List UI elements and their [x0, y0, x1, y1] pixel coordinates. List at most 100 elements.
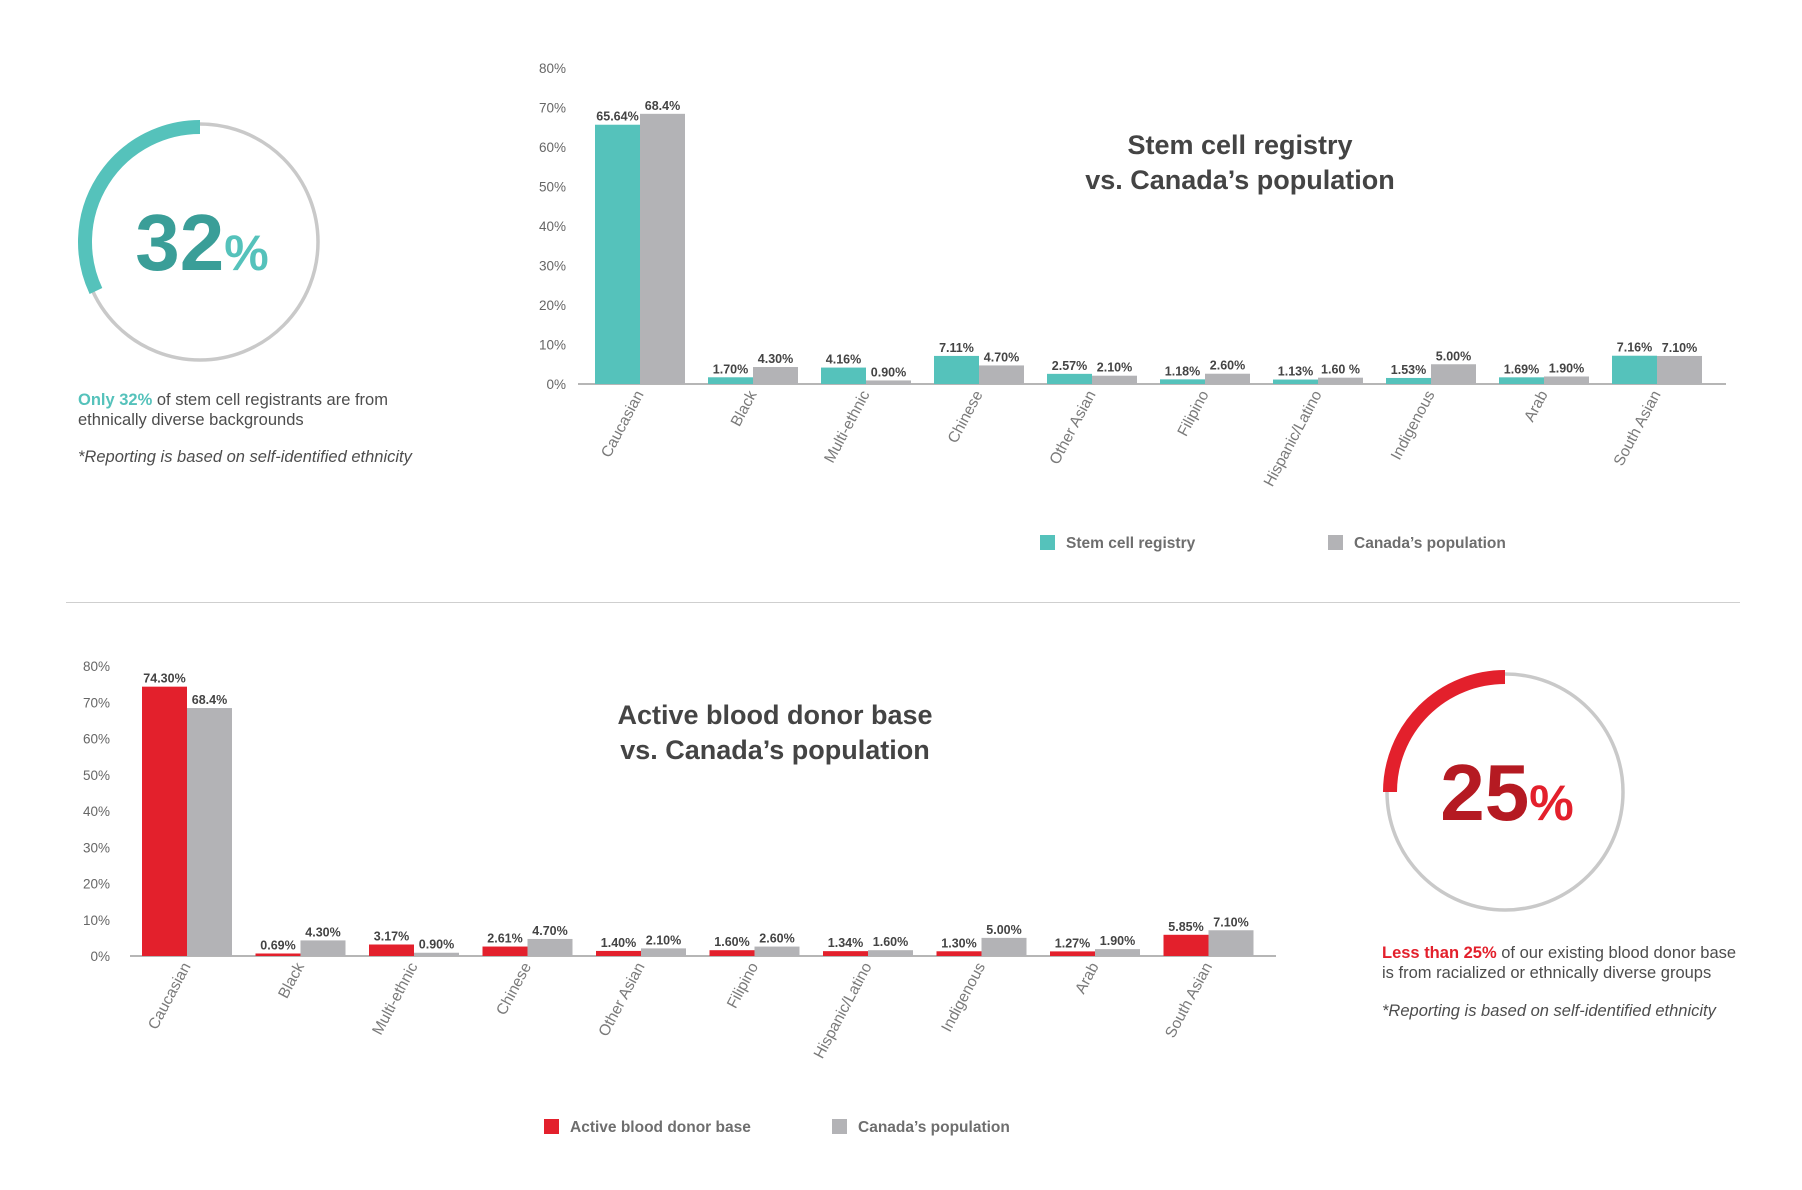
blood-category-label: Black [275, 960, 308, 1002]
stem-category-label: Caucasian [598, 388, 647, 461]
stem-bar-population [1205, 373, 1250, 384]
stem-data-label: 7.16% [1617, 341, 1652, 355]
blood-data-label: 1.30% [941, 936, 976, 950]
stem-summary-rest: of stem cell registrants are from [152, 391, 388, 409]
blood-data-label: 3.17% [374, 930, 409, 944]
stem-category-label: Other Asian [1046, 388, 1099, 467]
blood-category-label: Caucasian [145, 960, 194, 1033]
stem-bar-population [753, 367, 798, 384]
blood-ytick-label: 50% [83, 768, 110, 783]
stem-bar-primary [1499, 377, 1544, 384]
stem-bar-primary [1386, 377, 1431, 384]
stem-ytick-label: 30% [539, 259, 566, 274]
blood-data-label: 0.90% [419, 938, 454, 952]
stem-bar-population [866, 380, 911, 384]
blood-summary-rest: of our existing blood donor base [1496, 944, 1737, 962]
blood-category-label: Other Asian [595, 960, 648, 1039]
stem-ytick-label: 50% [539, 180, 566, 195]
stem-data-label: 4.70% [984, 350, 1019, 364]
blood-bar-population [981, 937, 1027, 956]
stem-ytick-label: 80% [539, 61, 566, 76]
blood-data-label: 4.70% [532, 924, 567, 938]
stem-category-label: Black [728, 388, 761, 430]
stem-ytick-label: 0% [546, 377, 566, 392]
blood-legend-label: Canada’s population [858, 1119, 1010, 1136]
stem-data-label: 1.60 % [1321, 363, 1360, 377]
stem-data-label: 4.30% [758, 352, 793, 366]
stem-category-label: Chinese [945, 388, 987, 446]
blood-bar-population [187, 708, 232, 956]
stem-bar-population [1318, 377, 1363, 384]
blood-category-label: Hispanic/Latino [811, 960, 876, 1062]
blood-data-label: 5.00% [986, 923, 1021, 937]
blood-ytick-label: 80% [83, 659, 110, 674]
blood-bar-population [641, 948, 686, 956]
stem-category-label: Indigenous [1388, 388, 1439, 463]
stem-data-label: 4.16% [826, 353, 861, 367]
stem-ytick-label: 40% [539, 219, 566, 234]
blood-data-label: 5.85% [1168, 920, 1203, 934]
stem-bar-population [1431, 364, 1476, 384]
stem-category-label: Filipino [1174, 388, 1212, 439]
stem-summary-highlight: Only 32% [78, 391, 153, 409]
blood-bar-primary [936, 951, 982, 956]
stem-data-label: 7.10% [1662, 341, 1697, 355]
blood-ytick-label: 70% [83, 695, 110, 710]
blood-bar-population [1208, 930, 1254, 956]
stem-ytick-label: 70% [539, 101, 566, 116]
stem-data-label: 1.70% [713, 362, 748, 376]
blood-category-label: South Asian [1162, 960, 1216, 1041]
stem-ring: 32% [78, 120, 320, 362]
blood-ytick-label: 0% [90, 949, 110, 964]
blood-bar-primary [1050, 951, 1095, 956]
stem-bar-primary [1273, 379, 1318, 384]
blood-data-label: 2.61% [487, 932, 522, 946]
stem-data-label: 68.4% [645, 99, 680, 113]
stem-data-label: 0.90% [871, 365, 906, 379]
blood-data-label: 0.69% [260, 938, 295, 952]
blood-bar-population [414, 952, 459, 956]
blood-chart-title: Active blood donor base [617, 700, 932, 730]
stem-bar-population [1544, 376, 1589, 384]
blood-ytick-label: 20% [83, 877, 110, 892]
blood-ytick-label: 30% [83, 840, 110, 855]
blood-data-label: 1.34% [828, 936, 863, 950]
stem-legend-label: Canada’s population [1354, 535, 1506, 552]
stem-ring-value: 32% [135, 198, 268, 287]
blood-bar-primary [255, 953, 301, 956]
blood-data-label: 1.60% [873, 935, 908, 949]
stem-data-label: 65.64% [596, 110, 638, 124]
stem-footnote: *Reporting is based on self-identified e… [78, 448, 412, 466]
blood-category-label: Arab [1072, 960, 1102, 997]
blood-footnote: *Reporting is based on self-identified e… [1382, 1002, 1716, 1020]
stem-bar-primary [708, 377, 753, 384]
stem-bar-primary [595, 124, 640, 385]
stem-summary-text: Only 32% of stem cell registrants are fr… [78, 390, 478, 430]
blood-bar-population [868, 950, 913, 956]
stem-chart-title: vs. Canada’s population [1085, 165, 1395, 195]
stem-chart-title: Stem cell registry [1127, 130, 1352, 160]
stem-data-label: 2.10% [1097, 361, 1132, 375]
blood-legend-swatch [544, 1119, 559, 1134]
stem-bar-population [1657, 355, 1702, 384]
blood-category-label: Indigenous [938, 960, 989, 1035]
blood-data-label: 4.30% [305, 925, 340, 939]
stem-legend-swatch [1328, 535, 1343, 550]
blood-data-label: 68.4% [192, 693, 227, 707]
stem-category-label: Multi-ethnic [821, 388, 873, 466]
blood-bar-population [754, 946, 800, 956]
blood-bar-primary [142, 686, 187, 956]
stem-category-label: Hispanic/Latino [1261, 388, 1326, 490]
blood-bar-population [527, 938, 573, 956]
stem-data-label: 5.00% [1436, 349, 1471, 363]
blood-bar-primary [823, 951, 868, 956]
stem-bar-primary [1160, 379, 1205, 384]
stem-data-label: 2.60% [1210, 359, 1245, 373]
blood-bar-primary [1163, 934, 1209, 956]
blood-category-label: Filipino [724, 960, 762, 1011]
stem-bar-population [640, 113, 685, 384]
blood-summary-line2: is from racialized or ethnically diverse… [1382, 964, 1712, 982]
stem-bar-population [979, 365, 1024, 384]
blood-bar-primary [709, 950, 755, 956]
